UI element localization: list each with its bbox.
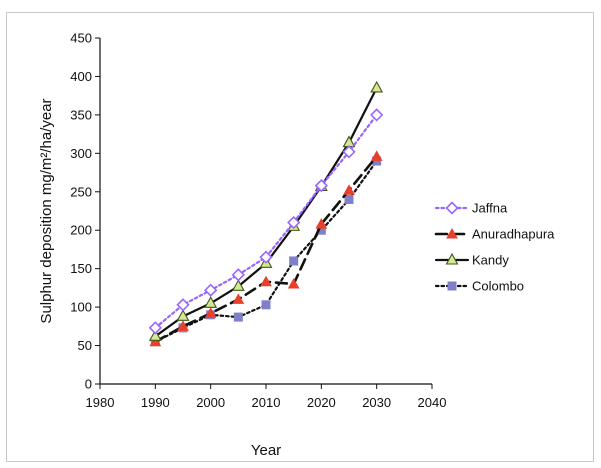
data-point-anuradhapura [370,150,383,161]
y-tick-label: 200 [70,223,92,238]
data-point-jaffna [314,178,328,193]
x-axis-title: Year [251,442,281,459]
data-point-colombo [261,300,271,310]
legend-label-colombo: Colombo [472,279,524,294]
data-point-jaffna [287,215,301,230]
y-tick-label: 150 [70,261,92,276]
x-tick-label: 2010 [252,395,281,410]
data-point-jaffna [231,268,245,282]
series-jaffna [148,108,384,335]
data-point-jaffna [204,283,218,297]
x-tick-label: 2030 [362,395,391,410]
data-point-jaffna [342,145,356,159]
legend-label-anuradhapura: Anuradhapura [472,227,555,242]
legend-marker-jaffna [445,201,459,215]
legend-marker-colombo [447,281,457,291]
y-tick-label: 400 [70,69,92,84]
legend-item-colombo: Colombo [434,279,524,294]
x-tick-label: 2000 [196,395,225,410]
data-point-anuradhapura [149,335,162,347]
data-point-kandy [176,309,190,321]
data-point-colombo [344,194,354,204]
data-point-jaffna [176,298,190,312]
data-point-jaffna [370,108,384,122]
data-point-kandy [204,296,218,308]
x-ticks: 1980 1990 2000 2010 2020 2030 2040 [86,384,447,410]
legend-marker-anuradhapura [446,227,458,239]
y-tick-label: 350 [70,107,92,122]
y-tick-label: 0 [85,377,92,392]
data-point-anuradhapura [315,218,328,229]
legend-label-jaffna: Jaffna [472,201,508,216]
data-point-anuradhapura [260,275,272,287]
data-point-jaffna [259,250,273,264]
chart-frame [6,12,594,462]
legend-label-kandy: Kandy [472,253,509,268]
data-point-anuradhapura [177,320,189,331]
data-point-kandy [342,135,356,148]
data-point-jaffna [148,321,162,335]
data-point-anuradhapura [343,184,355,195]
data-point-kandy [370,80,384,93]
axes: 0 50 100 150 200 250 300 350 400 450 1980 1990 2000… [70,31,446,411]
x-tick-label: 1990 [141,395,170,410]
legend-item-kandy: Kandy [434,252,509,268]
x-tick-label: 2020 [307,395,336,410]
y-axis-title: Sulphur deposition mg/m²/ha/year [38,98,55,323]
x-tick-label: 2040 [418,395,447,410]
data-point-colombo [289,256,299,266]
data-point-kandy [148,329,162,341]
data-point-anuradhapura [204,307,217,318]
y-tick-label: 450 [70,31,92,46]
y-ticks: 0 50 100 150 200 250 300 350 400 450 [70,31,100,392]
legend-item-anuradhapura: Anuradhapura [434,227,555,242]
data-point-anuradhapura [232,293,245,304]
y-tick-label: 50 [78,338,92,353]
x-tick-label: 1980 [86,395,115,410]
legend: Jaffna Anuradhapura Kandy Colombo [434,201,555,294]
legend-marker-kandy [445,252,459,265]
data-point-colombo [233,312,243,322]
y-tick-label: 300 [70,146,92,161]
legend-item-jaffna: Jaffna [434,201,508,216]
series-line-kandy [154,86,378,338]
series-anuradhapura [149,150,383,347]
data-point-anuradhapura [287,278,300,289]
y-tick-label: 250 [70,184,92,199]
y-tick-label: 100 [70,300,92,315]
series-line-colombo [154,159,378,343]
plot-area [148,80,384,347]
data-point-kandy [231,279,245,291]
